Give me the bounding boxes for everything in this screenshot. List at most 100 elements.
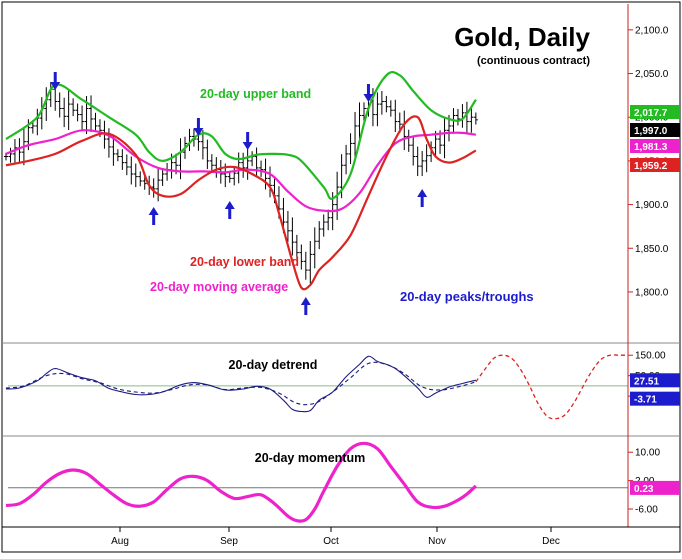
last-value-tag: 27.51 xyxy=(630,373,680,388)
price-bar xyxy=(259,160,264,177)
y-tick-label: 1,800.0 xyxy=(635,287,669,298)
peak-arrow-icon xyxy=(242,132,253,150)
price-bar xyxy=(156,167,161,202)
price-bar xyxy=(254,147,259,177)
detrend-title: 20-day detrend xyxy=(229,358,318,372)
svg-text:27.51: 27.51 xyxy=(634,376,659,387)
last-value-tag: 1,981.3 xyxy=(630,139,680,153)
price-bar xyxy=(200,130,205,160)
svg-text:2,017.7: 2,017.7 xyxy=(634,108,668,119)
price-bar xyxy=(299,244,304,270)
price-bar xyxy=(57,92,62,118)
svg-text:0.23: 0.23 xyxy=(634,484,654,495)
price-bar xyxy=(317,221,322,250)
price-bar xyxy=(8,147,13,163)
x-tick-label: Oct xyxy=(323,536,339,547)
trough-arrow-icon xyxy=(224,201,235,219)
price-bar xyxy=(411,136,416,166)
svg-text:1,959.2: 1,959.2 xyxy=(634,161,668,172)
price-bar xyxy=(160,168,165,186)
price-bar xyxy=(393,99,398,133)
x-tick-label: Sep xyxy=(220,536,238,547)
chart-title: Gold, Daily xyxy=(454,22,590,52)
price-bar xyxy=(232,166,237,186)
price-bar xyxy=(151,178,156,198)
trough-arrow-icon xyxy=(300,297,311,315)
price-bar xyxy=(133,163,138,188)
price-bar xyxy=(89,95,94,133)
price-bar xyxy=(294,234,299,260)
price-bar xyxy=(348,133,353,165)
svg-text:1,997.0: 1,997.0 xyxy=(634,126,668,137)
price-bar xyxy=(375,92,380,127)
price-bar xyxy=(241,152,246,178)
price-bar xyxy=(124,154,129,176)
price-bar xyxy=(93,112,98,133)
y-tick-label: 1,900.0 xyxy=(635,200,669,211)
detrend-line-detrend-smoothed xyxy=(5,361,477,406)
x-tick-label: Dec xyxy=(542,536,560,547)
price-bar xyxy=(62,97,67,128)
y-tick-label: 1,850.0 xyxy=(635,244,669,255)
y-tick-label: 2,100.0 xyxy=(635,25,669,36)
price-bar xyxy=(209,154,214,172)
price-bar xyxy=(138,171,143,187)
chart-subtitle: (continuous contract) xyxy=(477,55,590,67)
trough-arrow-icon xyxy=(417,189,428,207)
price-bar xyxy=(80,105,85,131)
price-bar xyxy=(303,251,308,280)
last-value-tag: 2,017.7 xyxy=(630,105,680,119)
series-line-20-day-lower-band xyxy=(5,115,477,291)
price-bar xyxy=(388,100,393,117)
price-bar xyxy=(75,103,80,122)
peak-arrow-icon xyxy=(50,72,61,90)
x-tick-label: Aug xyxy=(111,536,129,547)
price-bar xyxy=(129,156,134,185)
price-bar xyxy=(4,152,8,161)
price-bar xyxy=(115,149,120,162)
price-bar xyxy=(455,109,460,126)
x-tick-label: Nov xyxy=(428,536,446,547)
price-bar xyxy=(384,95,389,113)
detrend-line-detrend xyxy=(5,355,477,413)
price-bar xyxy=(321,214,326,237)
price-bar xyxy=(120,149,125,170)
series-label: 20-day upper band xyxy=(200,87,311,101)
price-bar xyxy=(326,209,331,231)
price-bar xyxy=(344,144,349,175)
momentum-title: 20-day momentum xyxy=(255,451,365,465)
series-label: 20-day peaks/troughs xyxy=(400,289,534,304)
price-bar xyxy=(111,134,116,166)
series-line-20-day-moving-average xyxy=(5,129,477,213)
y-tick-label: 150.00 xyxy=(635,351,666,362)
svg-text:-3.71: -3.71 xyxy=(634,395,657,406)
price-bar xyxy=(227,172,232,183)
price-bar xyxy=(268,166,273,198)
price-bar xyxy=(245,148,250,180)
price-bar xyxy=(285,211,290,242)
y-tick-label: 2,050.0 xyxy=(635,69,669,80)
series-line-20-day-upper-band xyxy=(5,71,477,200)
price-bar xyxy=(379,91,384,115)
price-bar xyxy=(415,146,420,177)
price-bar xyxy=(442,117,447,159)
price-bar xyxy=(420,150,425,177)
last-value-tag: 1,959.2 xyxy=(630,158,680,172)
trough-arrow-icon xyxy=(148,207,159,225)
price-bar xyxy=(473,112,478,125)
price-bar xyxy=(469,106,474,133)
svg-text:1,981.3: 1,981.3 xyxy=(634,142,668,153)
price-bar xyxy=(424,144,429,173)
peak-arrow-icon xyxy=(363,84,374,102)
price-bar xyxy=(312,227,317,269)
y-tick-label: -6.00 xyxy=(635,505,658,516)
y-tick-label: 10.00 xyxy=(635,448,660,459)
last-value-tag: -3.71 xyxy=(630,391,680,406)
detrend-line-projection xyxy=(475,354,628,420)
price-bar xyxy=(353,112,358,158)
price-bar xyxy=(66,90,71,130)
price-bar xyxy=(71,98,76,117)
last-value-tag: 0.23 xyxy=(630,480,680,495)
